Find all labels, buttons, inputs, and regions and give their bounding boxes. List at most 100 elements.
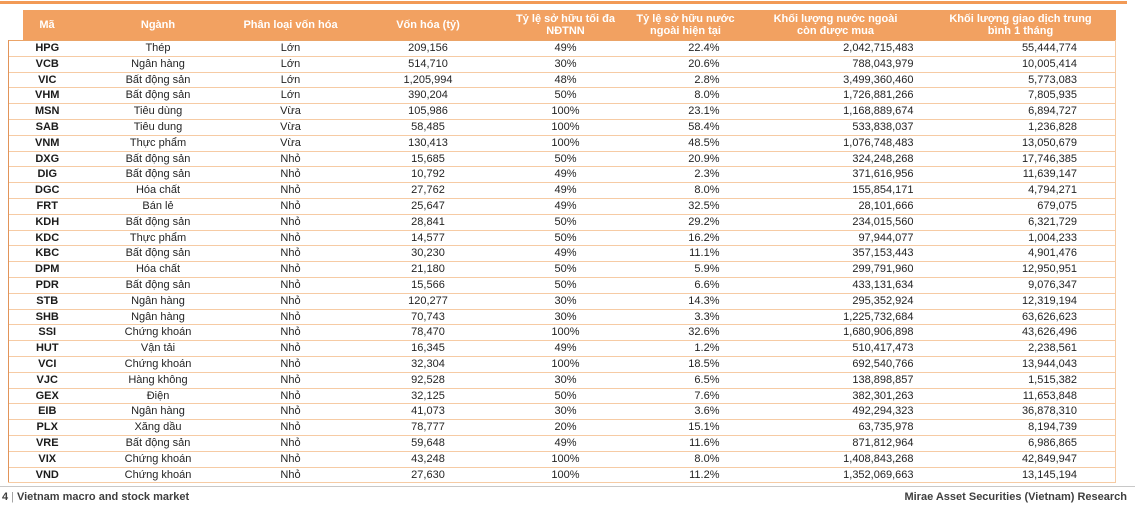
data-cell: 130,413 xyxy=(350,134,506,152)
data-cell: Điện xyxy=(85,387,231,404)
ticker-cell: SSI xyxy=(8,324,86,341)
data-cell: 3.3% xyxy=(625,308,746,325)
data-cell: 3.6% xyxy=(625,403,746,420)
data-cell: 234,015,560 xyxy=(745,213,926,231)
data-cell: Tiêu dung xyxy=(85,118,231,136)
data-cell: 58.4% xyxy=(625,118,746,136)
column-header-market-cap: Vốn hóa (tỷ) xyxy=(350,10,506,41)
data-cell: 50% xyxy=(505,150,626,167)
data-cell: 100% xyxy=(505,466,626,484)
table-row: VHM Bất động sản Lớn 390,204 50% 8.0% 1,726,88… xyxy=(8,87,1116,104)
data-cell: 382,301,263 xyxy=(745,387,926,404)
data-cell: 357,153,443 xyxy=(745,245,926,262)
column-header-ticker: Mã xyxy=(8,10,86,41)
data-cell: 11.2% xyxy=(625,466,746,484)
data-cell: 49% xyxy=(505,166,626,183)
data-cell: 100% xyxy=(505,324,626,341)
data-cell: Bất động sản xyxy=(85,71,231,88)
ticker-cell: DIG xyxy=(8,166,86,183)
data-cell: Nhỏ xyxy=(230,403,351,420)
data-cell: Thép xyxy=(85,40,231,57)
data-cell: 100% xyxy=(505,103,626,120)
data-cell: 28,101,666 xyxy=(745,197,926,215)
data-cell: Nhỏ xyxy=(230,324,351,341)
table-row: VRE Bất động sản Nhỏ 59,648 49% 11.6% 871,812,… xyxy=(8,434,1116,452)
ticker-cell: VCI xyxy=(8,355,86,373)
data-cell: Bất động sản xyxy=(85,276,231,294)
stock-table: Mã Ngành Phân loại vốn hóa Vốn hóa (tỷ) … xyxy=(8,10,1116,484)
data-cell: 13,944,043 xyxy=(925,355,1116,373)
data-cell: 5.9% xyxy=(625,261,746,278)
data-cell: 3,499,360,460 xyxy=(745,71,926,88)
data-cell: 692,540,766 xyxy=(745,355,926,373)
data-cell: 63,626,623 xyxy=(925,308,1116,325)
ticker-cell: SAB xyxy=(8,118,86,136)
data-cell: 32,304 xyxy=(350,355,506,373)
data-cell: 1,236,828 xyxy=(925,118,1116,136)
data-cell: 43,248 xyxy=(350,450,506,468)
ticker-cell: DGC xyxy=(8,182,86,199)
data-cell: Hóa chất xyxy=(85,182,231,199)
data-cell: 49% xyxy=(505,245,626,262)
top-accent-rule xyxy=(0,1,1127,4)
data-cell: Nhỏ xyxy=(230,355,351,373)
data-cell: 78,470 xyxy=(350,324,506,341)
data-cell: Chứng khoán xyxy=(85,466,231,484)
page-footer: 4 | Vietnam macro and stock market Mirae A… xyxy=(0,486,1135,503)
data-cell: 1.2% xyxy=(625,340,746,357)
data-cell: Lớn xyxy=(230,87,351,104)
table-row: PLX Xăng dầu Nhỏ 78,777 20% 15.1% 63,735,978 8,… xyxy=(8,419,1116,436)
ticker-cell: VHM xyxy=(8,87,86,104)
data-cell: 5,773,083 xyxy=(925,71,1116,88)
data-cell: 50% xyxy=(505,229,626,246)
data-cell: 17,746,385 xyxy=(925,150,1116,167)
data-cell: Bất động sản xyxy=(85,166,231,183)
data-cell: Nhỏ xyxy=(230,371,351,389)
table-row: KBC Bất động sản Nhỏ 30,230 49% 11.1% 357,153,… xyxy=(8,245,1116,262)
data-cell: 48.5% xyxy=(625,134,746,152)
data-cell: 13,145,194 xyxy=(925,466,1116,484)
data-cell: 48% xyxy=(505,71,626,88)
data-cell: 679,075 xyxy=(925,197,1116,215)
table-row: GEX Điện Nhỏ 32,125 50% 7.6% 382,301,263 11,653… xyxy=(8,387,1116,404)
data-cell: 510,417,473 xyxy=(745,340,926,357)
data-cell: 63,735,978 xyxy=(745,419,926,436)
data-cell: Nhỏ xyxy=(230,419,351,436)
ticker-cell: VCB xyxy=(8,55,86,73)
data-cell: Ngân hàng xyxy=(85,292,231,310)
table-row: SAB Tiêu dung Vừa 58,485 100% 58.4% 533,838,03… xyxy=(8,118,1116,136)
data-cell: 11.1% xyxy=(625,245,746,262)
data-cell: Vận tải xyxy=(85,340,231,357)
table-row: VCB Ngân hàng Lớn 514,710 30% 20.6% 788,043,97… xyxy=(8,55,1116,73)
data-cell: 30% xyxy=(505,292,626,310)
data-cell: Nhỏ xyxy=(230,276,351,294)
data-cell: 20.6% xyxy=(625,55,746,73)
data-cell: 7,805,935 xyxy=(925,87,1116,104)
data-cell: 30% xyxy=(505,55,626,73)
table-header: Mã Ngành Phân loại vốn hóa Vốn hóa (tỷ) … xyxy=(8,10,1116,41)
ticker-cell: VIX xyxy=(8,450,86,468)
data-cell: 100% xyxy=(505,355,626,373)
data-cell: 1,205,994 xyxy=(350,71,506,88)
data-cell: 11.6% xyxy=(625,434,746,452)
ticker-cell: MSN xyxy=(8,103,86,120)
data-cell: 28,841 xyxy=(350,213,506,231)
data-cell: Bất động sản xyxy=(85,434,231,452)
data-cell: 6.5% xyxy=(625,371,746,389)
table-row: SHB Ngân hàng Nhỏ 70,743 30% 3.3% 1,225,732,68… xyxy=(8,308,1116,325)
data-cell: 20% xyxy=(505,419,626,436)
data-cell: Nhỏ xyxy=(230,245,351,262)
data-cell: 8.0% xyxy=(625,450,746,468)
ticker-cell: HUT xyxy=(8,340,86,357)
table-row: DGC Hóa chất Nhỏ 27,762 49% 8.0% 155,854,171 4,… xyxy=(8,182,1116,199)
data-cell: 50% xyxy=(505,261,626,278)
data-cell: 27,762 xyxy=(350,182,506,199)
data-cell: 14,577 xyxy=(350,229,506,246)
research-attribution: Mirae Asset Securities (Vietnam) Researc… xyxy=(904,491,1127,503)
ticker-cell: VND xyxy=(8,466,86,484)
table-row: KDH Bất động sản Nhỏ 28,841 50% 29.2% 234,015,… xyxy=(8,213,1116,231)
table-row: DXG Bất động sản Nhỏ 15,685 50% 20.9% 324,248,… xyxy=(8,150,1116,167)
ticker-cell: VJC xyxy=(8,371,86,389)
data-cell: 59,648 xyxy=(350,434,506,452)
data-cell: Hóa chất xyxy=(85,261,231,278)
